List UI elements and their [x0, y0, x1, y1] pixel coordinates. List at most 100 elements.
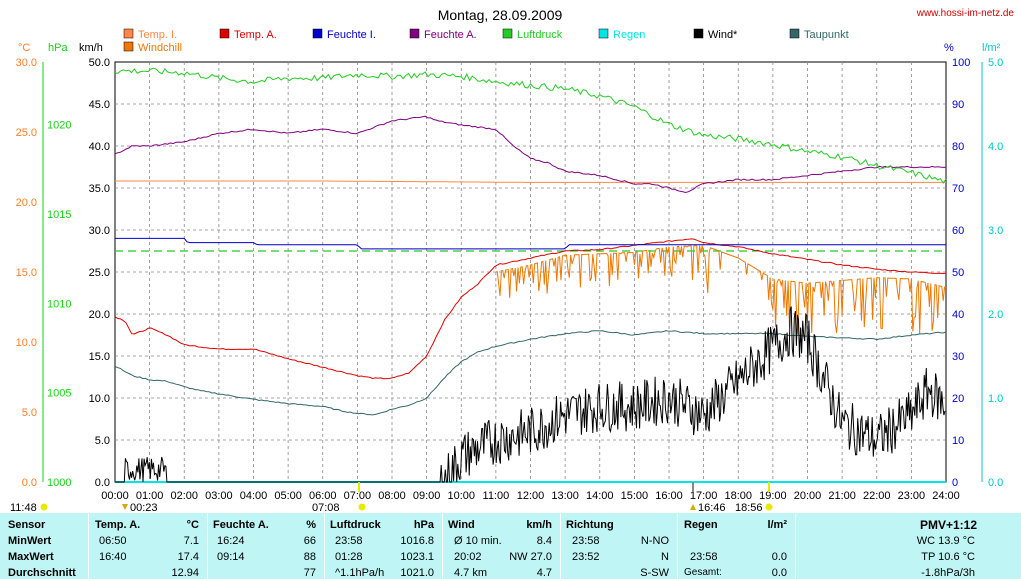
pressure-tick-label: 1020 [47, 120, 71, 132]
stats-direction-column: Richtung 23:58 N-NO 23:52 N S-SW [560, 513, 677, 579]
dir-header: Richtung [566, 519, 614, 531]
divider [677, 513, 678, 579]
legend-swatch [789, 28, 800, 39]
divider [88, 513, 89, 579]
dir-row2-value: N [661, 551, 669, 563]
x-tick-label: 18:00 [724, 490, 752, 502]
x-tick-label: 00:00 [101, 490, 129, 502]
legend-swatch [123, 28, 134, 39]
humidity-out-line [114, 115, 947, 194]
humidity-tick-label: 0 [952, 477, 958, 489]
temp-tick-label: 30.0 [16, 57, 37, 69]
temp-tick-label: 10.0 [16, 337, 37, 349]
pmv-windchill: WC 13.9 °C [916, 535, 975, 547]
axis-titles: °C hPa km/h% l/m² [18, 42, 1001, 54]
x-tick-label: 04:00 [240, 490, 268, 502]
wind-avg-value: 4.7 [536, 567, 552, 579]
x-tick-label: 05:00 [274, 490, 302, 502]
row-label-max: MaxWert [8, 551, 54, 563]
legend: Temp. I. Temp. A. Feuchte I. Feuchte A. Luft… [123, 28, 849, 54]
wind-tick-label: 5.0 [95, 435, 110, 447]
temp-max-time: 16:40 [99, 551, 127, 563]
time-marker-18: 18:56 [735, 502, 763, 513]
humidity-tick-label: 70 [952, 183, 964, 195]
temp-min-value: 7.1 [183, 535, 199, 547]
hum-max-value: 88 [303, 551, 316, 563]
temp-axis-title: °C [18, 42, 30, 54]
x-tick-label: 20:00 [794, 490, 822, 502]
pres-header: Luftdruck [330, 519, 381, 531]
hum-unit: % [306, 519, 316, 531]
pressure-tick-label: 1015 [47, 209, 71, 221]
legend-label: Luftdruck [517, 29, 563, 41]
temp-tick-label: 25.0 [16, 127, 37, 139]
legend-label: Taupunkt [804, 29, 849, 41]
rain-tick-label: 3.0 [988, 225, 1003, 237]
stats-sensor-column: Sensor MinWert MaxWert Durchschnitt [0, 513, 88, 579]
rain-unit: l/m² [767, 519, 787, 531]
x-tick-label: 21:00 [828, 490, 856, 502]
x-tick-label: 13:00 [551, 490, 579, 502]
x-axis-ticks: 00:00 01:00 02:00 03:00 04:00 05:00 06:00 07:00… [101, 490, 960, 502]
x-tick-label: 23:00 [898, 490, 926, 502]
legend-swatch [312, 28, 323, 39]
stats-humidity-column: Feuchte A.% 16:24 66 09:14 88 77 [207, 513, 324, 579]
temp-max-value: 17.4 [177, 551, 199, 563]
time-marker-16: 16:46 [698, 502, 726, 513]
legend-swatch [409, 28, 420, 39]
wind-tick-label: 25.0 [89, 267, 110, 279]
pres-unit: hPa [413, 519, 434, 531]
humidity-in-line [115, 237, 946, 250]
stats-temp-column: Temp. A. °C 06:50 7.1 16:40 17.4 12.94 [88, 513, 207, 579]
pres-trend: ^1.1hPa/h [335, 567, 385, 579]
sensor-header: Sensor [8, 519, 46, 531]
max-marker-arrow [690, 504, 696, 510]
min-marker-arrow [122, 504, 128, 510]
humidity-tick-label: 30 [952, 351, 964, 363]
sun-dot [40, 503, 48, 511]
pres-max-time: 01:28 [335, 551, 363, 563]
dir-row2-time: 23:52 [572, 551, 600, 563]
humidity-tick-label: 100 [952, 57, 970, 69]
legend-label: Windchill [138, 42, 182, 54]
series [114, 67, 947, 483]
temp-tick-label: 0.0 [22, 477, 37, 489]
x-tick-label: 11:00 [483, 490, 510, 502]
time-marker-min: 00:23 [130, 502, 158, 513]
rain-tick-label: 4.0 [988, 141, 1003, 153]
divider [207, 513, 208, 579]
pressure-tick-label: 1010 [47, 298, 71, 310]
rain-tick-label: 1.0 [988, 393, 1003, 405]
humidity-tick-label: 10 [952, 435, 964, 447]
pres-min-time: 23:58 [335, 535, 363, 547]
x-tick-label: 24:00 [932, 490, 960, 502]
pres-min-value: 1016.8 [400, 535, 434, 547]
wind-tick-label: 45.0 [89, 99, 110, 111]
x-tick-label: 06:00 [309, 490, 337, 502]
stats-panel: Sensor MinWert MaxWert Durchschnitt Temp… [0, 513, 1021, 579]
y-axis-ticks: 0.0 5.0 10.0 15.0 20.0 25.0 30.0 35.0 40.0 45.0 50… [16, 57, 1004, 489]
stats-wind-column: Wind km/h Ø 10 min. 8.4 20:02 NW 27.0 4.7 k… [442, 513, 560, 579]
pmv-header: PMV+1:12 [919, 518, 977, 532]
sunset-dot [765, 503, 773, 511]
legend-swatch [123, 41, 134, 52]
wind-header: Wind [448, 519, 475, 531]
x-tick-label: 14:00 [586, 490, 614, 502]
pressure-line [114, 67, 947, 185]
site-link[interactable]: www.hossi-im-netz.de [916, 8, 1015, 19]
windchill-line [495, 245, 947, 335]
wind-tick-label: 50.0 [89, 57, 110, 69]
wind-tick-label: 15.0 [89, 351, 110, 363]
legend-label: Feuchte I. [327, 29, 376, 41]
temp-unit: °C [186, 519, 199, 531]
divider [324, 513, 325, 579]
rain-tick-label: 5.0 [988, 57, 1003, 69]
x-tick-label: 12:00 [517, 490, 545, 502]
hum-max-time: 09:14 [217, 551, 245, 563]
legend-label: Regen [613, 29, 645, 41]
row-label-min: MinWert [8, 535, 52, 547]
x-tick-label: 02:00 [170, 490, 198, 502]
wind-avg10-label: Ø 10 min. [454, 535, 502, 547]
humidity-axis-title: % [944, 42, 954, 54]
temp-avg-value: 12.94 [171, 567, 199, 579]
